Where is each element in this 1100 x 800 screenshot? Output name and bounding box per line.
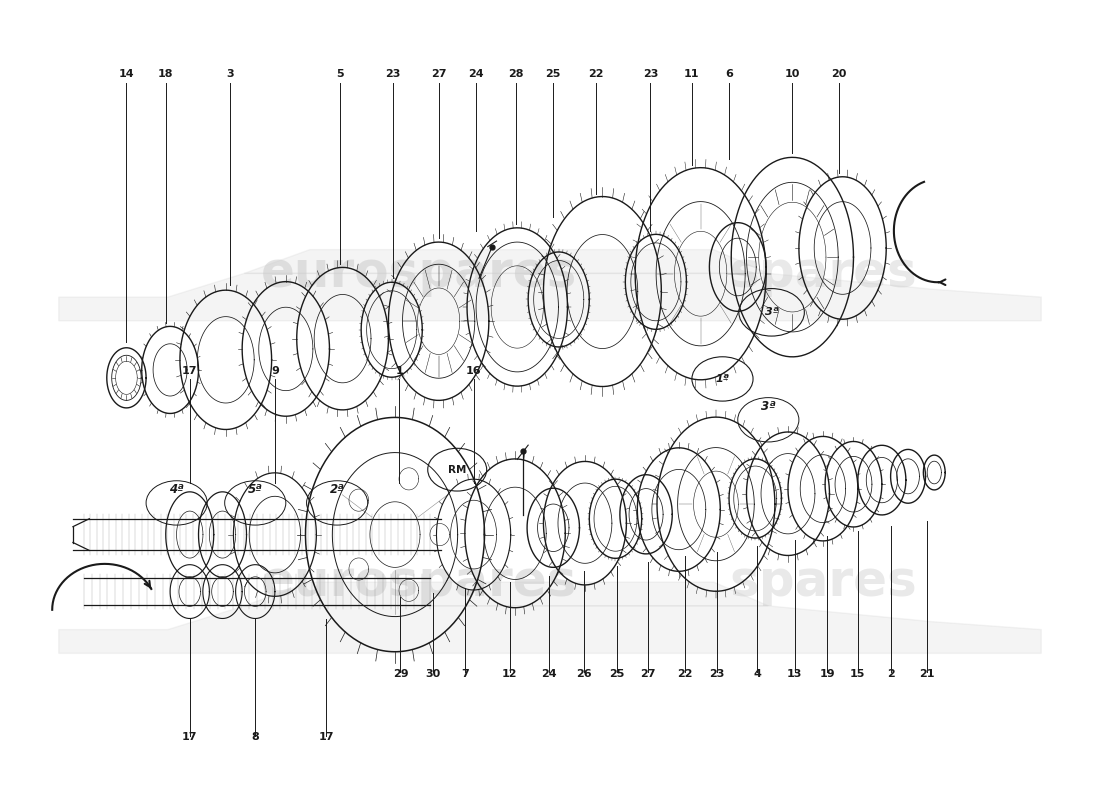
Text: 5: 5	[337, 70, 344, 79]
Text: 24: 24	[541, 669, 557, 678]
Text: 8: 8	[252, 732, 260, 742]
Text: 9: 9	[271, 366, 278, 376]
Text: 23: 23	[642, 70, 658, 79]
Text: 13: 13	[786, 669, 802, 678]
Text: 1ª: 1ª	[715, 374, 729, 384]
Text: 4ª: 4ª	[169, 483, 184, 496]
Text: 25: 25	[609, 669, 625, 678]
Text: 12: 12	[502, 669, 517, 678]
Polygon shape	[58, 606, 1042, 654]
Text: 6: 6	[725, 70, 733, 79]
Polygon shape	[244, 250, 768, 274]
Text: 3: 3	[227, 70, 234, 79]
Text: 4: 4	[754, 669, 761, 678]
Text: 3ª: 3ª	[761, 400, 776, 413]
Text: 30: 30	[426, 669, 441, 678]
Text: 15: 15	[850, 669, 866, 678]
Text: 2ª: 2ª	[330, 483, 344, 496]
Polygon shape	[58, 274, 1042, 321]
Text: 5ª: 5ª	[248, 483, 263, 496]
Text: 2: 2	[887, 669, 894, 678]
Text: eurospares: eurospares	[261, 558, 578, 606]
Text: RM: RM	[448, 465, 466, 474]
Text: 25: 25	[546, 70, 561, 79]
Text: 20: 20	[832, 70, 847, 79]
Text: 3ª: 3ª	[764, 307, 779, 318]
Text: 28: 28	[508, 70, 524, 79]
Text: 26: 26	[576, 669, 592, 678]
Text: 17: 17	[182, 366, 198, 376]
Text: spares: spares	[729, 558, 916, 606]
Text: 16: 16	[465, 366, 482, 376]
Text: 7: 7	[461, 669, 469, 678]
Text: 17: 17	[319, 732, 334, 742]
Text: 24: 24	[468, 70, 484, 79]
Text: 27: 27	[640, 669, 656, 678]
Polygon shape	[244, 582, 768, 606]
Text: 1: 1	[396, 366, 404, 376]
Text: 11: 11	[684, 70, 700, 79]
Text: eurospares: eurospares	[261, 250, 578, 298]
Text: 10: 10	[784, 70, 800, 79]
Text: 18: 18	[158, 70, 174, 79]
Text: 22: 22	[678, 669, 693, 678]
Text: 21: 21	[918, 669, 934, 678]
Text: 14: 14	[119, 70, 134, 79]
Text: spares: spares	[729, 250, 916, 298]
Text: 23: 23	[710, 669, 725, 678]
Text: 22: 22	[588, 70, 604, 79]
Text: 23: 23	[385, 70, 400, 79]
Text: 27: 27	[431, 70, 447, 79]
Text: 17: 17	[182, 732, 198, 742]
Text: 19: 19	[820, 669, 835, 678]
Text: 29: 29	[393, 669, 408, 678]
